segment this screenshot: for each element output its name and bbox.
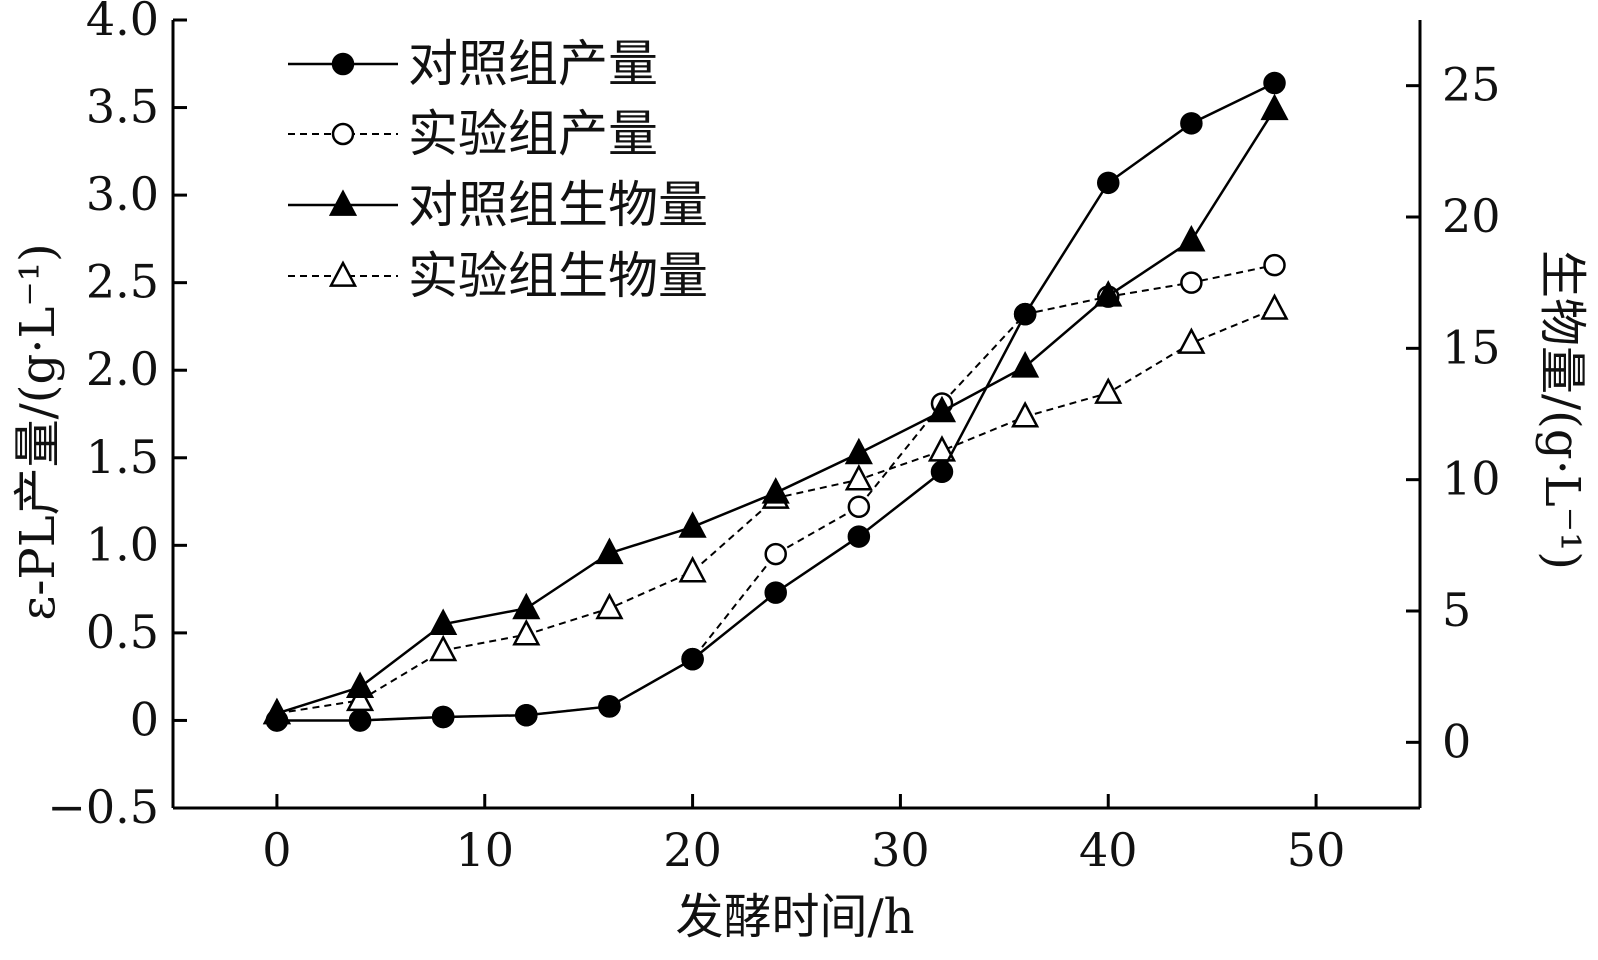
y-left-tick-label: 1.0 — [86, 517, 159, 571]
data-point — [927, 435, 957, 462]
legend-item: 对照组生物量 — [288, 176, 708, 234]
legend-label: 实验组产量 — [408, 105, 658, 163]
x-tick-label: 30 — [871, 823, 930, 877]
x-axis-title: 发酵时间/h — [675, 889, 914, 945]
y-right-tick-label: 10 — [1442, 452, 1501, 506]
y-left-tick-label: 2.5 — [86, 255, 159, 309]
data-point — [1177, 224, 1206, 252]
legend-item: 实验组生物量 — [288, 247, 708, 305]
y-right-tick-label: 0 — [1442, 714, 1471, 768]
legend-marker — [331, 52, 355, 76]
data-point — [761, 477, 790, 504]
x-tick-label: 10 — [455, 823, 514, 877]
y-right-axis-title: 生物量/(g·L⁻¹) — [1534, 250, 1590, 570]
x-tick-label: 0 — [262, 823, 291, 877]
y-left-axis-title: ε-PL产量/(g·L⁻¹) — [10, 243, 66, 620]
data-point — [1180, 112, 1203, 135]
y-left-tick-label: 2.0 — [86, 342, 159, 396]
axes: 0 10 20 30 40 50−0.500.51.01.52.02.53.03.54.0… — [47, 0, 1500, 877]
data-point — [595, 592, 624, 620]
data-point — [1094, 377, 1123, 404]
y-right-tick-label: 25 — [1442, 58, 1501, 112]
legend-item: 对照组产量 — [288, 35, 658, 93]
data-point — [429, 634, 458, 662]
data-point — [1260, 293, 1289, 320]
series-1 — [265, 71, 1286, 732]
series-line — [276, 308, 1275, 715]
y-left-tick-label: 3.0 — [86, 167, 159, 221]
data-point — [1094, 280, 1123, 307]
data-point — [847, 525, 871, 548]
data-point — [1011, 400, 1040, 428]
data-point — [1013, 302, 1037, 326]
data-point — [512, 618, 541, 646]
y-right-tick-label: 15 — [1442, 320, 1501, 374]
legend-marker — [328, 189, 358, 216]
legend-marker — [331, 122, 355, 146]
data-point — [515, 703, 538, 727]
data-point — [598, 695, 621, 718]
data-point — [678, 555, 707, 583]
data-point — [847, 495, 871, 519]
series-layer — [262, 71, 1289, 732]
data-point — [1180, 271, 1203, 294]
series-4 — [262, 293, 1289, 725]
legend-label: 对照组生物量 — [408, 176, 708, 234]
legend-marker — [328, 260, 358, 287]
data-point — [1260, 93, 1289, 121]
x-tick-label: 20 — [663, 823, 722, 877]
data-point — [431, 705, 455, 729]
data-point — [1097, 171, 1120, 195]
data-point — [678, 511, 707, 538]
data-point — [764, 581, 787, 604]
data-point — [595, 537, 624, 565]
data-point — [844, 464, 873, 491]
y-left-tick-label: 0 — [130, 692, 159, 746]
data-point — [1263, 71, 1286, 95]
data-point — [1263, 253, 1286, 277]
data-point — [844, 437, 873, 465]
y-left-tick-label: 1.5 — [86, 430, 159, 484]
data-point — [1177, 327, 1206, 354]
data-point — [927, 395, 957, 423]
data-point — [930, 460, 954, 484]
x-tick-label: 40 — [1079, 823, 1138, 877]
y-left-tick-label: 4.0 — [86, 0, 159, 46]
data-point — [1011, 351, 1040, 378]
series-3 — [262, 93, 1289, 725]
data-point — [262, 697, 291, 725]
legend-label: 对照组产量 — [408, 35, 658, 93]
y-right-tick-label: 5 — [1442, 583, 1471, 637]
data-point — [681, 647, 704, 671]
y-left-tick-label: 0.5 — [86, 605, 159, 659]
y-right-tick-label: 20 — [1442, 189, 1501, 243]
y-left-tick-label: 3.5 — [86, 80, 159, 134]
data-point — [512, 592, 541, 620]
data-point — [429, 608, 458, 635]
data-point — [764, 542, 787, 566]
x-tick-label: 50 — [1287, 823, 1346, 877]
legend-item: 实验组产量 — [288, 105, 658, 163]
y-left-tick-label: −0.5 — [47, 780, 159, 834]
legend-label: 实验组生物量 — [408, 247, 708, 305]
data-point — [345, 671, 375, 699]
data-point — [348, 709, 372, 732]
